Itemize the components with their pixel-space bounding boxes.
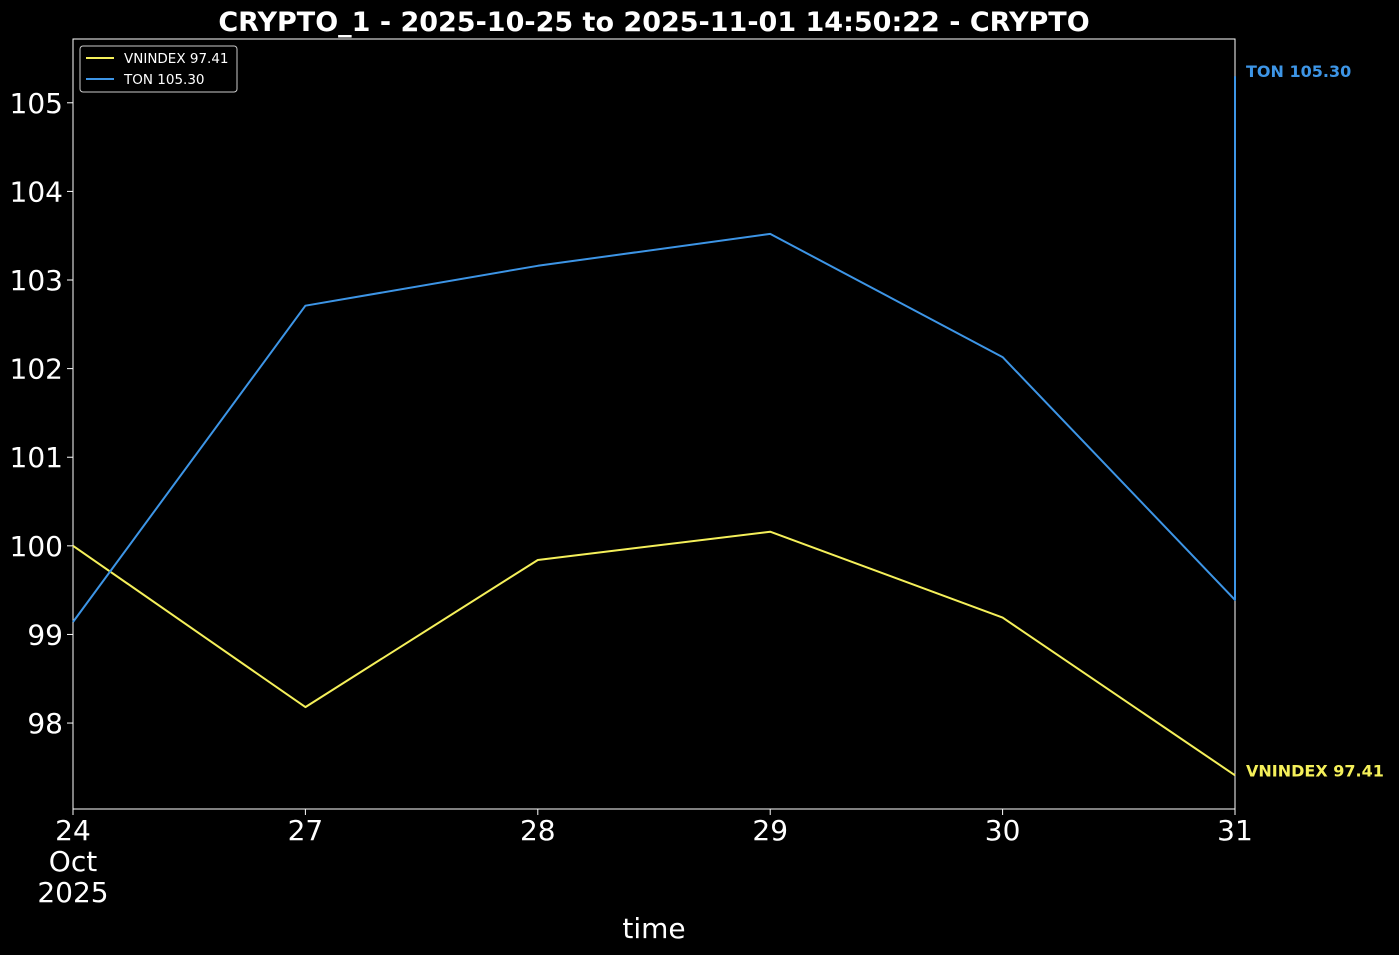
y-tick-label: 105: [10, 87, 63, 120]
y-tick-label: 104: [10, 175, 63, 208]
x-tick-label: 24: [55, 814, 91, 847]
y-tick-label: 103: [10, 264, 63, 297]
plot-area: [72, 38, 1236, 810]
x-tick-label: 29: [752, 814, 788, 847]
y-tick-label: 101: [10, 441, 63, 474]
series-line-0: [72, 530, 1236, 777]
legend: VNINDEX 97.41 TON 105.30: [79, 45, 238, 93]
end-label-0: VNINDEX 97.41: [1246, 761, 1384, 780]
y-tick-label: 102: [10, 353, 63, 386]
x-tick-label: 30: [985, 814, 1021, 847]
x-tick-label: 28: [520, 814, 556, 847]
y-tick-label: 100: [10, 530, 63, 563]
y-tick-label: 98: [27, 707, 63, 740]
x-tick-label: 27: [288, 814, 324, 847]
y-axis: 98 99 100 101 102 103 104 105: [10, 87, 73, 740]
end-label-1: TON 105.30: [1246, 62, 1351, 81]
x-tick-label: Oct: [49, 845, 97, 878]
x-tick-label: 31: [1217, 814, 1253, 847]
legend-box: [79, 45, 238, 93]
legend-label: TON 105.30: [123, 72, 205, 88]
y-tick-label: 99: [27, 618, 63, 651]
series-line-1: [72, 76, 1236, 623]
x-tick-label: 2025: [37, 876, 108, 909]
chart-title: CRYPTO_1 - 2025-10-25 to 2025-11-01 14:5…: [218, 7, 1089, 38]
end-labels: VNINDEX 97.41 TON 105.30: [1246, 62, 1384, 780]
x-axis-label: time: [622, 912, 685, 945]
series-group: [72, 76, 1236, 777]
legend-label: VNINDEX 97.41: [124, 51, 229, 67]
